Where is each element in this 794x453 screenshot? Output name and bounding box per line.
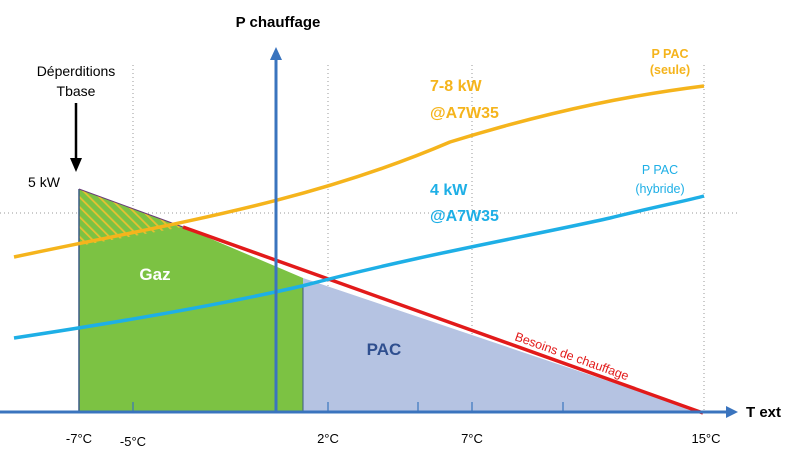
curve-hybride-label-line1: P PAC	[642, 163, 678, 177]
hatched-zone	[79, 189, 183, 246]
y-axis-arrow	[270, 47, 282, 60]
deperditions-label-line2: Tbase	[57, 83, 96, 99]
curve-pac-hybride	[13, 194, 705, 340]
x-tick-label-minus7: -7°C	[66, 431, 92, 446]
axis-y-title: P chauffage	[236, 14, 321, 31]
axis-x-title: T ext	[746, 404, 781, 421]
x-tick-label-2: 2°C	[317, 431, 339, 446]
pac-zone	[303, 278, 703, 413]
curve-seule-label-line2: (seule)	[650, 63, 690, 77]
deperditions-arrow-head	[70, 158, 82, 172]
gaz-zone	[79, 189, 303, 413]
curve-seule-label-line1: P PAC	[651, 47, 688, 61]
x-tick-label-minus5: -5°C	[120, 434, 146, 449]
hybride-rating-line2: @A7W35	[430, 208, 499, 225]
curve-hybride-label-line2: (hybride)	[635, 182, 684, 196]
hatch-top-border	[78, 188, 184, 228]
seule-rating-line2: @A7W35	[430, 105, 499, 122]
deperditions-label-line1: Déperditions	[37, 63, 116, 79]
zone-gaz-label: Gaz	[139, 265, 170, 284]
x-tick-label-7: 7°C	[461, 431, 483, 446]
seule-rating-line1: 7-8 kW	[430, 78, 482, 95]
x-tick-label-15: 15°C	[691, 431, 720, 446]
power-5kw-label: 5 kW	[28, 174, 61, 190]
zone-pac-label: PAC	[367, 340, 402, 359]
curve-pac-seule	[13, 84, 705, 259]
x-axis-arrow	[726, 406, 738, 418]
hybride-rating-line1: 4 kW	[430, 182, 468, 199]
x-ticks	[132, 402, 564, 412]
besoins-line	[182, 225, 704, 415]
